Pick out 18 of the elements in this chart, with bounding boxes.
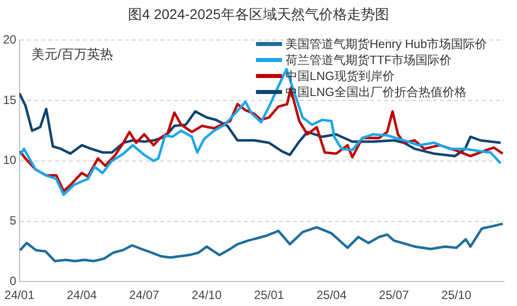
legend-label: 美国管道气期货Henry Hub市场国际价 bbox=[286, 36, 487, 52]
x-tick-label: 25/07 bbox=[378, 288, 410, 302]
y-tick-label: 5 bbox=[10, 214, 17, 228]
x-tick-label: 24/04 bbox=[66, 288, 98, 302]
legend-label: 中国LNG全国出厂价折合热值价格 bbox=[286, 84, 466, 100]
legend-label: 荷兰管道气期货TTF市场国际价 bbox=[286, 52, 452, 68]
y-tick-label: 15 bbox=[2, 92, 17, 107]
x-tick-label: 24/01 bbox=[4, 288, 35, 302]
y-tick-label: 0 bbox=[10, 274, 17, 288]
x-tick-label: 24/10 bbox=[192, 288, 222, 302]
y-tick-label: 10 bbox=[2, 153, 17, 168]
x-tick-label: 25/04 bbox=[316, 288, 347, 302]
x-tick-label: 25/01 bbox=[254, 288, 284, 302]
y-axis-title: 美元/百万英热 bbox=[31, 46, 113, 62]
y-tick-label: 20 bbox=[2, 32, 17, 47]
chart-title: 图4 2024-2025年各区域天然气价格走势图 bbox=[127, 5, 390, 24]
x-tick-label: 24/07 bbox=[129, 288, 160, 302]
x-tick-label: 25/10 bbox=[441, 288, 472, 302]
